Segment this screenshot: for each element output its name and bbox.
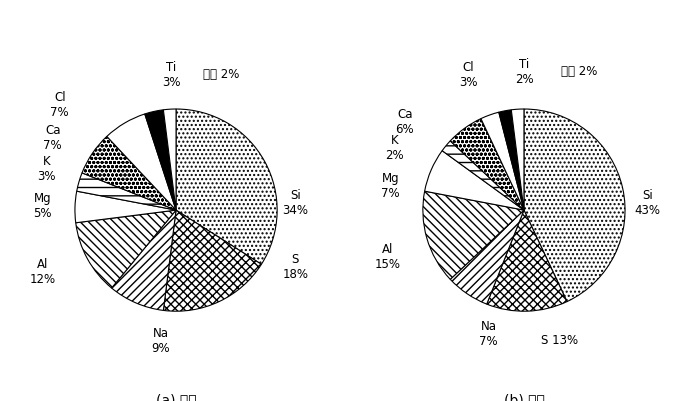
- Text: Al
15%: Al 15%: [374, 242, 400, 270]
- Wedge shape: [511, 110, 524, 211]
- Text: Na
7%: Na 7%: [480, 320, 498, 348]
- Text: Cl
7%: Cl 7%: [50, 91, 69, 119]
- Text: 其他 2%: 其他 2%: [561, 65, 598, 78]
- Wedge shape: [107, 115, 176, 211]
- Text: K
2%: K 2%: [385, 134, 404, 162]
- Text: Al
12%: Al 12%: [29, 257, 55, 285]
- Wedge shape: [111, 211, 176, 311]
- Text: Mg
7%: Mg 7%: [382, 171, 400, 199]
- Wedge shape: [77, 174, 176, 211]
- Wedge shape: [499, 111, 524, 211]
- Title: (a) 冬季: (a) 冬季: [155, 392, 197, 401]
- Text: Si
43%: Si 43%: [634, 188, 660, 217]
- Text: Ti
3%: Ti 3%: [162, 61, 180, 88]
- Wedge shape: [82, 137, 176, 211]
- Wedge shape: [524, 110, 625, 302]
- Title: (b) 春季: (b) 春季: [503, 392, 545, 401]
- Text: Ca
6%: Ca 6%: [395, 108, 414, 136]
- Text: Si
34%: Si 34%: [282, 188, 308, 217]
- Wedge shape: [423, 192, 524, 279]
- Wedge shape: [450, 211, 524, 304]
- Wedge shape: [163, 110, 176, 211]
- Text: Cl
3%: Cl 3%: [459, 61, 477, 88]
- Wedge shape: [75, 192, 176, 223]
- Wedge shape: [481, 113, 524, 211]
- Wedge shape: [486, 211, 567, 312]
- Text: S 13%: S 13%: [541, 333, 578, 346]
- Text: Na
9%: Na 9%: [152, 326, 170, 354]
- Wedge shape: [145, 111, 176, 211]
- Text: Mg
5%: Mg 5%: [34, 192, 52, 219]
- Wedge shape: [163, 211, 261, 312]
- Text: S
18%: S 18%: [282, 252, 308, 280]
- Wedge shape: [442, 142, 524, 211]
- Text: 其他 2%: 其他 2%: [204, 68, 239, 81]
- Text: K
3%: K 3%: [37, 154, 56, 182]
- Wedge shape: [425, 151, 524, 211]
- Wedge shape: [76, 211, 176, 288]
- Text: Ti
2%: Ti 2%: [514, 57, 533, 85]
- Text: Ca
7%: Ca 7%: [43, 124, 62, 152]
- Wedge shape: [450, 119, 524, 211]
- Wedge shape: [176, 110, 277, 265]
